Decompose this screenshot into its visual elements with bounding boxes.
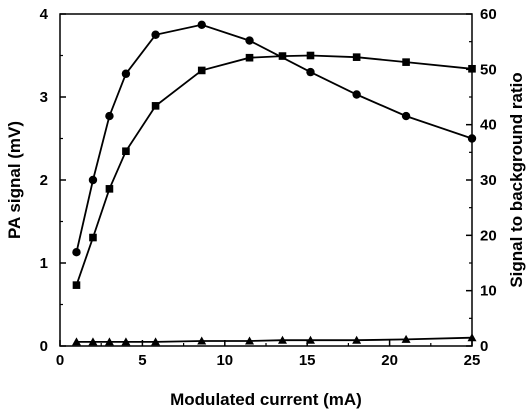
series-square-line — [75, 54, 473, 286]
y-tick-label: 0 — [40, 338, 48, 355]
series-circle-line — [75, 23, 473, 253]
plot-frame — [59, 13, 473, 347]
data-point-circle — [197, 20, 206, 29]
y2-tick-label: 40 — [480, 117, 497, 134]
y-tick-label: 2 — [40, 172, 48, 189]
y2-tick-label: 0 — [480, 338, 488, 355]
data-point-triangle — [88, 337, 98, 346]
data-point-square — [352, 53, 361, 61]
data-point-triangle — [71, 337, 81, 346]
data-point-square — [245, 53, 254, 62]
x-tick-label: 15 — [299, 352, 316, 369]
data-point-square — [151, 102, 160, 110]
data-point-circle — [121, 69, 131, 78]
data-point-triangle — [245, 336, 255, 345]
series-layer — [71, 20, 477, 346]
data-point-square — [306, 51, 315, 60]
series-triangle-line — [76, 336, 473, 343]
data-point-triangle — [467, 333, 477, 342]
data-point-square — [197, 66, 206, 75]
y-axis-title: PA signal (mV) — [5, 121, 24, 239]
data-point-circle — [352, 90, 361, 99]
y2-tick-label: 20 — [480, 227, 497, 244]
data-point-circle — [306, 67, 315, 77]
y2-tick-label: 50 — [480, 61, 497, 78]
x-tick-label: 25 — [464, 352, 481, 369]
y2-tick-label: 10 — [480, 283, 497, 300]
data-point-square — [278, 52, 287, 60]
data-point-circle — [72, 248, 81, 257]
data-point-square — [72, 281, 81, 289]
x-tick-label: 20 — [381, 352, 398, 369]
x-tick-label: 10 — [216, 352, 233, 369]
y-tick-label: 4 — [40, 6, 49, 23]
data-point-triangle — [277, 335, 287, 344]
data-point-circle — [151, 30, 160, 39]
data-point-triangle — [305, 335, 315, 344]
x-axis-title: Modulated current (mA) — [170, 390, 362, 409]
data-point-triangle — [104, 337, 114, 346]
data-point-triangle — [401, 334, 411, 343]
data-point-square — [89, 233, 97, 242]
data-point-circle — [401, 111, 411, 121]
y2-axis-title: Signal to background ratio — [507, 72, 526, 287]
data-point-circle — [245, 36, 254, 45]
data-point-triangle — [151, 337, 161, 346]
data-point-square — [468, 64, 476, 73]
data-point-square — [402, 58, 410, 66]
data-point-triangle — [121, 337, 131, 346]
data-point-square — [122, 147, 130, 156]
data-point-triangle — [352, 335, 362, 344]
y-tick-label: 3 — [40, 89, 48, 106]
y2-tick-label: 30 — [480, 172, 497, 189]
data-point-circle — [467, 134, 477, 143]
y2-tick-label: 60 — [480, 6, 497, 23]
data-point-circle — [88, 175, 98, 185]
data-point-square — [105, 185, 114, 193]
x-tick-label: 0 — [56, 352, 64, 369]
x-tick-label: 5 — [138, 352, 146, 369]
y-tick-label: 1 — [40, 255, 48, 272]
data-point-triangle — [197, 336, 207, 345]
data-point-circle — [105, 111, 114, 121]
